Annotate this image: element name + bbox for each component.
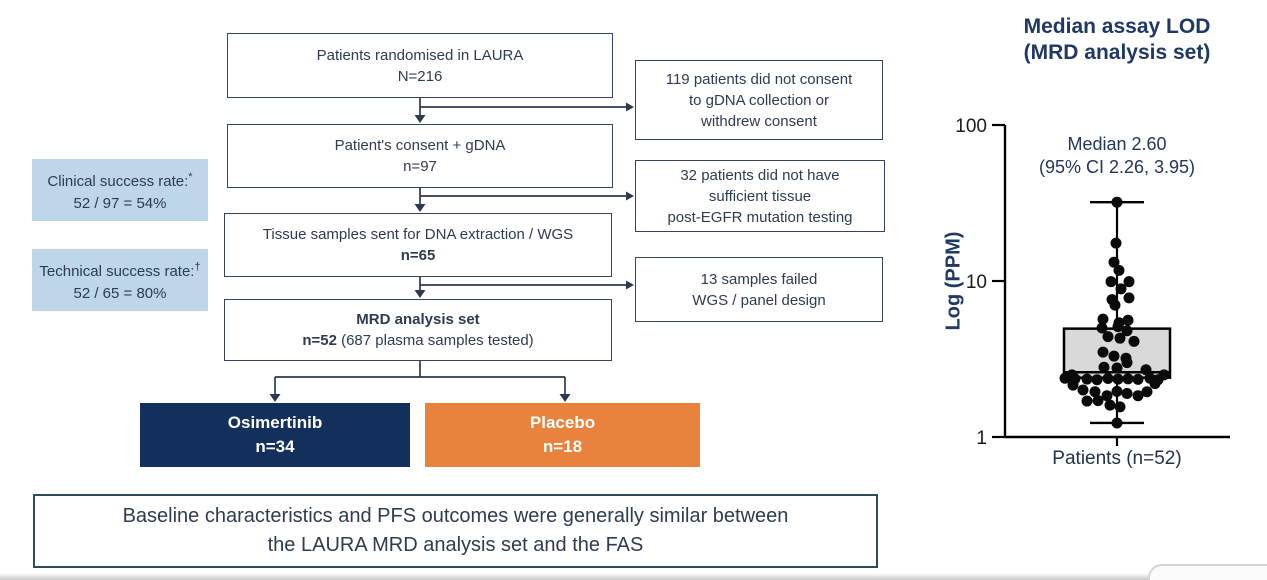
flow-box-randomised-count: N=216	[397, 67, 443, 85]
flow-box-mrd-set: MRD analysis set n=52 (687 plasma sample…	[224, 299, 612, 361]
summary-banner: Baseline characteristics and PFS outcome…	[33, 494, 878, 568]
arm-box-placebo: Placebo n=18	[425, 403, 700, 467]
x-axis-label: Patients (n=52)	[1052, 448, 1182, 469]
flow-box-randomised-line1: Patients randomised in LAURA	[316, 46, 524, 64]
lod-boxplot-panel: 1 10 100 Median assay LOD (MRD analysis se…	[940, 0, 1267, 480]
flow-box-no-consent: 119 patients did not consent to gDNA col…	[635, 60, 883, 140]
flow-box-consent-count: n=97	[403, 158, 437, 175]
flow-box-consent: Patient's consent + gDNA n=97	[227, 124, 613, 188]
technical-success-rate-note: Technical success rate:† 52 / 65 = 80%	[32, 249, 208, 311]
flow-box-mrd-set-count: n=52 (687 plasma samples tested)	[302, 332, 534, 349]
svg-text:100: 100	[955, 116, 987, 137]
arm-box-osimertinib: Osimertinib n=34	[140, 403, 410, 467]
flow-box-consent-line1: Patient's consent + gDNA	[334, 137, 506, 154]
flow-box-tissue: Tissue samples sent for DNA extraction /…	[224, 213, 612, 277]
technical-success-rate-value: 52 / 65 = 80%	[73, 284, 167, 302]
flow-box-tissue-count: n=65	[400, 247, 436, 264]
clinical-success-rate-value: 52 / 97 = 54%	[73, 194, 167, 212]
chart-title: Median assay LOD (MRD analysis set)	[1023, 15, 1211, 64]
median-annotation: Median 2.60 (95% CI 2.26, 3.95)	[1038, 134, 1196, 177]
lod-boxplot: 1 10 100	[955, 116, 1230, 449]
flow-box-tissue-line1: Tissue samples sent for DNA extraction /…	[262, 226, 574, 243]
flow-box-mrd-set-line1: MRD analysis set	[356, 311, 480, 328]
corner-card-hint	[1148, 564, 1267, 580]
flow-box-randomised: Patients randomised in LAURA N=216	[227, 33, 613, 98]
flow-box-failed-wgs: 13 samples failed WGS / panel design	[635, 257, 883, 322]
y-axis-label: Log (PPM)	[942, 231, 965, 331]
bottom-edge-shadow	[0, 573, 1267, 580]
clinical-success-rate-note: Clinical success rate:* 52 / 97 = 54%	[32, 159, 208, 221]
flow-box-insufficient-tissue: 32 patients did not have sufficient tiss…	[635, 160, 885, 232]
svg-text:10: 10	[966, 272, 987, 293]
svg-text:1: 1	[976, 428, 987, 449]
